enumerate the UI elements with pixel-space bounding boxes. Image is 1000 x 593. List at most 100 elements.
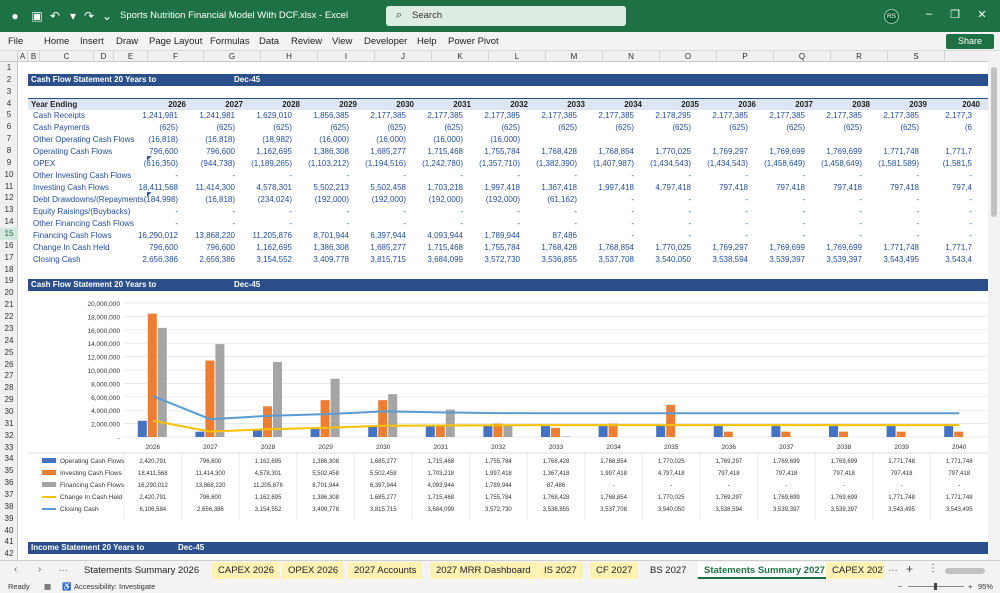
row-header-34[interactable]: 34 [4,454,14,464]
row-header-36[interactable]: 36 [4,478,14,488]
menu-view[interactable]: View [332,36,353,47]
minimize-icon[interactable]: – [925,8,933,20]
scroll-tabs-right-icon[interactable]: › [38,564,42,575]
row-header-20[interactable]: 20 [4,288,14,298]
row-header-38[interactable]: 38 [4,501,14,511]
row-header-2[interactable]: 2 [6,74,12,84]
avatar[interactable]: RS [884,9,899,24]
sheet-tab[interactable]: OPEX 2026 [282,562,345,579]
row-header-30[interactable]: 30 [4,406,14,416]
add-sheet-icon[interactable]: + [906,562,914,576]
row-header-31[interactable]: 31 [4,418,14,428]
menu-draw[interactable]: Draw [116,36,139,47]
sheet-tab[interactable]: CAPEX 2026 [212,562,280,579]
row-header-26[interactable]: 26 [4,359,14,369]
row-header-8[interactable]: 8 [6,146,12,156]
column-header-r[interactable]: R [831,51,888,62]
zoom-slider-thumb[interactable] [934,583,937,590]
worksheet-grid[interactable]: Cash Flow Statement 20 Years to Dec-45 Cas… [18,62,988,560]
select-all-corner[interactable] [0,51,18,62]
row-header-9[interactable]: 9 [6,157,12,167]
search-box[interactable]: ⌕ Search [386,6,626,26]
row-header-1[interactable]: 1 [6,63,12,72]
column-header-o[interactable]: O [660,51,717,62]
column-header-q[interactable]: Q [774,51,831,62]
row-header-17[interactable]: 17 [4,252,14,262]
macro-icon[interactable]: ▦ [44,582,52,591]
row-header-21[interactable]: 21 [4,300,14,310]
cash-flow-chart[interactable]: 20,000,000 18,000,000 16,000,000 14,000,000… [28,291,988,551]
row-header-5[interactable]: 5 [6,110,12,120]
sheet-tab[interactable]: CAPEX 2027 [826,562,884,579]
menu-power-pivot[interactable]: Power Pivot [448,36,499,47]
row-header-37[interactable]: 37 [4,489,14,499]
row-header-4[interactable]: 4 [6,98,12,108]
restore-icon[interactable]: ❐ [950,9,960,21]
scroll-tabs-left-icon[interactable]: ‹ [14,564,18,575]
menu-data[interactable]: Data [259,36,280,47]
customize-toolbar-icon[interactable]: ⌄ [101,9,113,23]
column-header-d[interactable]: D [94,51,114,62]
column-header-j[interactable]: J [375,51,432,62]
column-header-k[interactable]: K [432,51,489,62]
accessibility-status[interactable]: Accessibility: Investigate [74,582,156,591]
zoom-out-icon[interactable]: − [898,582,903,591]
row-header-6[interactable]: 6 [6,122,12,132]
more-sheets-icon[interactable]: … [888,563,898,574]
accessibility-icon[interactable]: ♿ [62,582,72,591]
column-header-c[interactable]: C [40,51,94,62]
zoom-in-icon[interactable]: + [968,582,973,591]
row-header-41[interactable]: 41 [4,537,14,547]
row-header-39[interactable]: 39 [4,513,14,523]
zoom-level[interactable]: 95% [978,582,994,591]
sheet-tab[interactable]: Statements Summary 2027 [698,562,831,579]
row-header-11[interactable]: 11 [4,181,14,191]
sheet-tab[interactable]: BS 2027 [650,565,687,576]
row-header-23[interactable]: 23 [4,323,14,333]
close-icon[interactable]: ✕ [977,9,987,21]
scroll-thumb[interactable] [991,67,997,217]
row-header-18[interactable]: 18 [4,264,14,274]
menu-insert[interactable]: Insert [80,36,104,47]
sheet-tab[interactable]: Statements Summary 2026 [84,565,200,576]
column-header-m[interactable]: M [546,51,603,62]
undo-icon[interactable]: ↶ [49,9,61,23]
autosave-icon[interactable]: ● [11,9,19,23]
undo-dropdown-icon[interactable]: ▾ [69,9,77,23]
vertical-scrollbar[interactable] [988,51,1000,560]
zoom-slider[interactable] [908,583,964,590]
row-header-24[interactable]: 24 [4,335,14,345]
column-header-h[interactable]: H [261,51,318,62]
row-header-27[interactable]: 27 [4,371,14,381]
sheet-options-icon[interactable]: ⋮ [928,563,938,574]
sheet-tab[interactable]: 2027 Accounts [348,562,423,579]
menu-formulas[interactable]: Formulas [210,36,250,47]
horizontal-scrollbar[interactable] [945,568,985,574]
row-header-32[interactable]: 32 [4,430,14,440]
sheet-tab[interactable]: CF 2027 [590,562,639,579]
row-header-3[interactable]: 3 [6,86,12,96]
save-icon[interactable]: ▣ [31,9,43,23]
menu-review[interactable]: Review [291,36,323,47]
menu-home[interactable]: Home [44,36,70,47]
row-header-16[interactable]: 16 [4,240,14,250]
row-header-35[interactable]: 35 [4,466,14,476]
menu-page-layout[interactable]: Page Layout [149,36,203,47]
row-header-33[interactable]: 33 [4,442,14,452]
column-header-p[interactable]: P [717,51,774,62]
row-header-15[interactable]: 15 [0,228,18,241]
row-header-7[interactable]: 7 [6,134,12,144]
row-header-42[interactable]: 42 [4,549,14,559]
row-header-10[interactable]: 10 [4,169,14,179]
column-header-f[interactable]: F [148,51,204,62]
redo-icon[interactable]: ↷ [83,9,95,23]
row-header-13[interactable]: 13 [4,205,14,215]
row-header-40[interactable]: 40 [4,525,14,535]
sheet-tab[interactable]: IS 2027 [538,562,583,579]
column-header-a[interactable]: A [18,51,28,62]
sheet-tab[interactable]: 2027 MRR Dashboard [430,562,537,579]
row-header-28[interactable]: 28 [4,383,14,393]
share-button[interactable]: Share [946,34,994,49]
menu-help[interactable]: Help [417,36,437,47]
column-header-i[interactable]: I [318,51,375,62]
